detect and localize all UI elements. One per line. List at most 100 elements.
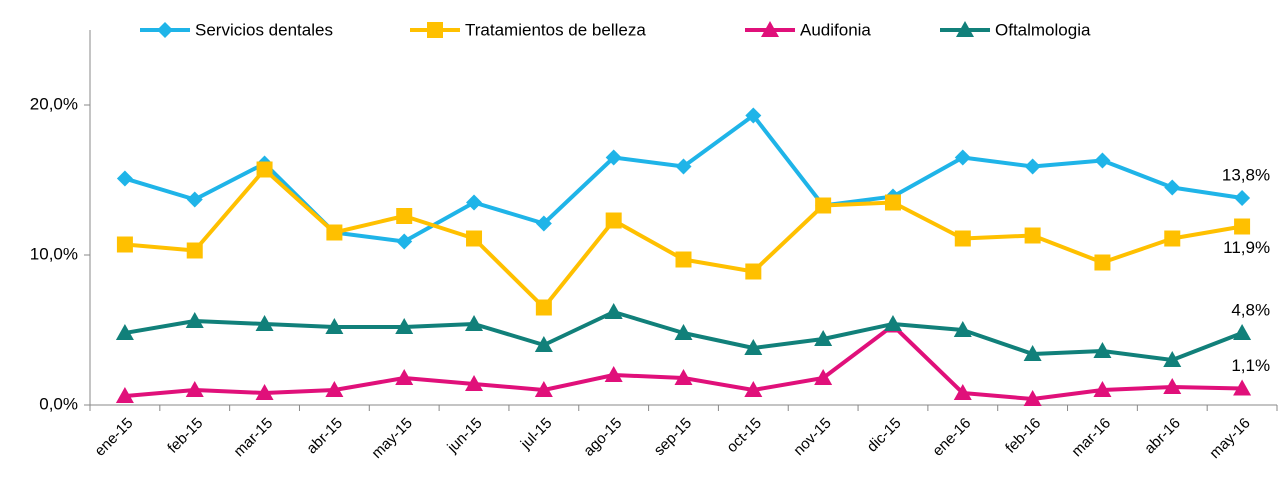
marker: [883, 315, 902, 331]
marker: [1233, 324, 1252, 340]
marker: [815, 197, 832, 214]
marker: [745, 263, 762, 280]
marker: [744, 381, 763, 397]
marker: [1163, 351, 1182, 367]
marker: [157, 22, 173, 38]
series-line: [124, 113, 1243, 244]
marker: [1234, 190, 1251, 206]
marker: [326, 224, 343, 241]
x-tick-label: abr-15: [303, 415, 346, 458]
marker: [956, 21, 974, 37]
marker: [115, 387, 134, 403]
marker: [1233, 379, 1252, 396]
marker: [1094, 254, 1111, 271]
series: 11,9%: [116, 161, 1270, 316]
marker: [185, 312, 204, 328]
series: 1,1%: [115, 316, 1270, 406]
marker: [325, 318, 344, 334]
marker: [745, 107, 762, 124]
marker: [427, 22, 443, 38]
x-tick-label: may-16: [1206, 415, 1253, 462]
x-tick-label: may-15: [368, 415, 415, 462]
marker: [396, 208, 413, 224]
series: 13,8%: [116, 107, 1270, 250]
marker: [395, 369, 414, 385]
marker: [534, 336, 553, 352]
x-tick-label: jun-15: [443, 415, 485, 457]
y-tick-label: 0,0%: [39, 394, 78, 413]
marker: [675, 158, 692, 175]
legend-label: Oftalmologia: [995, 20, 1091, 39]
marker: [465, 315, 484, 331]
marker: [395, 318, 414, 334]
marker: [466, 230, 483, 247]
marker: [604, 366, 623, 382]
marker: [116, 170, 133, 187]
series: 4,8%: [115, 300, 1270, 367]
marker: [1024, 227, 1041, 244]
marker: [954, 149, 971, 166]
x-tick-label: abr-16: [1141, 415, 1184, 458]
data-label: 13,8%: [1222, 165, 1270, 184]
marker: [1023, 345, 1042, 361]
marker: [1164, 179, 1181, 196]
marker: [1163, 378, 1182, 394]
marker: [325, 381, 344, 397]
marker: [1023, 390, 1042, 406]
marker: [1093, 342, 1112, 358]
x-tick-label: feb-15: [164, 415, 206, 457]
marker: [466, 194, 483, 211]
legend-label: Audifonia: [800, 20, 871, 39]
marker: [186, 242, 203, 259]
marker: [954, 230, 971, 247]
marker: [1024, 158, 1041, 175]
marker: [186, 191, 203, 208]
marker: [255, 384, 274, 400]
x-tick-label: mar-15: [231, 415, 277, 461]
marker: [953, 384, 972, 400]
marker: [1094, 152, 1111, 169]
x-tick-label: jul-15: [517, 415, 556, 454]
marker: [255, 315, 274, 331]
legend-label: Servicios dentales: [195, 20, 333, 39]
marker: [605, 212, 622, 229]
marker: [396, 233, 413, 250]
marker: [674, 369, 693, 385]
marker: [605, 149, 622, 166]
y-tick-label: 20,0%: [30, 94, 78, 113]
marker: [535, 215, 552, 232]
x-tick-label: dic-15: [864, 415, 905, 456]
marker: [884, 194, 901, 211]
marker: [744, 339, 763, 355]
marker: [185, 381, 204, 397]
data-label: 4,8%: [1231, 300, 1270, 319]
marker: [604, 303, 623, 319]
marker: [675, 251, 692, 268]
marker: [761, 21, 779, 37]
x-tick-label: ago-15: [580, 415, 625, 460]
data-label: 11,9%: [1223, 238, 1270, 257]
marker: [674, 324, 693, 340]
x-tick-label: sep-15: [651, 415, 695, 459]
marker: [535, 299, 552, 316]
marker: [116, 236, 133, 253]
marker: [1164, 230, 1181, 247]
marker: [465, 375, 484, 391]
marker: [953, 321, 972, 337]
marker: [1234, 218, 1251, 235]
data-label: 1,1%: [1231, 356, 1270, 375]
x-tick-label: oct-15: [723, 415, 765, 457]
marker: [1093, 381, 1112, 397]
marker: [814, 330, 833, 346]
x-tick-label: ene-16: [929, 415, 974, 460]
legend-label: Tratamientos de belleza: [465, 20, 646, 39]
y-tick-label: 10,0%: [30, 244, 78, 263]
x-tick-label: nov-15: [790, 415, 834, 459]
x-tick-label: ene-15: [91, 415, 136, 460]
marker: [256, 161, 273, 178]
marker: [534, 381, 553, 397]
x-tick-label: mar-16: [1068, 415, 1114, 461]
marker: [115, 324, 134, 340]
marker: [814, 369, 833, 385]
